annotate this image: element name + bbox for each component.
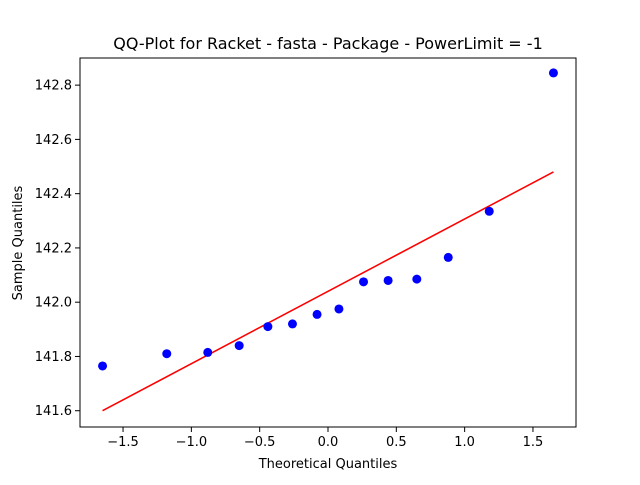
x-tick-label-4: 0.5 bbox=[386, 435, 407, 450]
x-tick-label-0: −1.5 bbox=[107, 435, 139, 450]
data-point-9 bbox=[383, 275, 393, 285]
data-point-13 bbox=[548, 68, 558, 78]
x-tick-label-2: −0.5 bbox=[244, 435, 276, 450]
y-tick-label-6: 142.8 bbox=[35, 79, 72, 94]
y-tick-label-3: 142.2 bbox=[35, 241, 72, 256]
y-tick-label-0: 141.6 bbox=[35, 404, 72, 419]
data-point-11 bbox=[443, 252, 453, 262]
data-point-5 bbox=[287, 319, 297, 329]
y-tick-label-4: 142.4 bbox=[35, 187, 72, 202]
reference-line bbox=[102, 171, 554, 412]
data-point-8 bbox=[359, 277, 369, 287]
data-point-12 bbox=[484, 206, 494, 216]
y-tick-label-2: 142.0 bbox=[35, 296, 72, 311]
data-point-3 bbox=[234, 341, 244, 351]
data-point-6 bbox=[312, 309, 322, 319]
y-tick-label-5: 142.6 bbox=[35, 133, 72, 148]
data-point-4 bbox=[263, 322, 273, 332]
data-point-0 bbox=[98, 361, 108, 371]
x-axis-label: Theoretical Quantiles bbox=[258, 457, 398, 472]
y-axis-label: Sample Quantiles bbox=[11, 185, 26, 300]
x-tick-label-3: 0.0 bbox=[318, 435, 339, 450]
data-point-2 bbox=[203, 347, 213, 357]
data-point-7 bbox=[334, 304, 344, 314]
y-tick-label-1: 141.8 bbox=[35, 350, 72, 365]
x-tick-label-6: 1.5 bbox=[523, 435, 544, 450]
data-point-1 bbox=[162, 349, 172, 359]
x-tick-label-5: 1.0 bbox=[454, 435, 475, 450]
chart-title: QQ-Plot for Racket - fasta - Package - P… bbox=[113, 34, 543, 53]
plot-area: −1.5 −1.0 −0.5 0.0 0.5 1.0 1.5 141.6 141.8 142.0 1… bbox=[35, 57, 577, 450]
x-tick-label-1: −1.0 bbox=[176, 435, 208, 450]
data-point-10 bbox=[412, 274, 422, 284]
